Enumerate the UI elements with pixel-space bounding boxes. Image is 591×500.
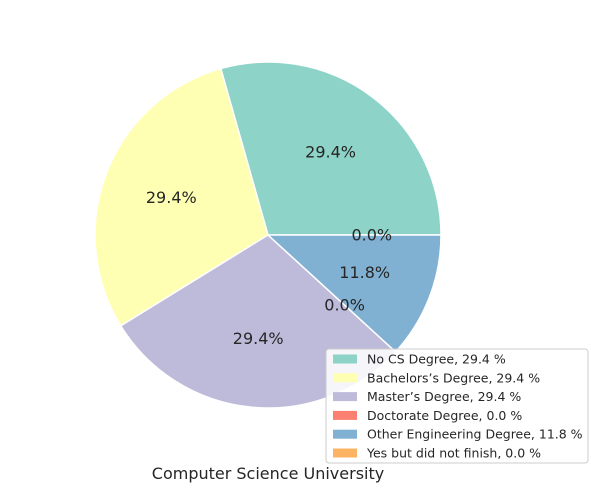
chart-xlabel: Computer Science University — [152, 464, 384, 483]
slice-label-other-engineering-degree: 11.8% — [339, 263, 390, 282]
legend-swatch-other-engineering-degree — [333, 429, 357, 439]
slice-label-yes-but-did-not-finish: 0.0% — [351, 226, 392, 245]
slice-label-bachelors-s-degree: 29.4% — [146, 188, 197, 207]
legend-swatch-bachelors-s-degree — [333, 373, 357, 383]
legend-swatch-doctorate-degree — [333, 410, 357, 420]
legend-swatch-master-s-degree — [333, 392, 357, 402]
legend: No CS Degree, 29.4 % Bachelors’s Degree, … — [325, 348, 589, 464]
legend-label-other-engineering-degree: Other Engineering Degree, 11.8 % — [367, 427, 583, 442]
slice-label-doctorate-degree: 0.0% — [324, 296, 365, 315]
slice-label-master-s-degree: 29.4% — [233, 329, 284, 348]
legend-items: No CS Degree, 29.4 % Bachelors’s Degree, … — [333, 352, 583, 461]
legend-label-bachelors-s-degree: Bachelors’s Degree, 29.4 % — [367, 370, 540, 385]
legend-label-master-s-degree: Master’s Degree, 29.4 % — [367, 389, 521, 404]
legend-frame — [325, 348, 589, 464]
pie-slice-other-engineering-degree — [267, 234, 442, 353]
legend-swatch-no-cs-degree — [333, 354, 357, 364]
legend-label-no-cs-degree: No CS Degree, 29.4 % — [367, 352, 506, 367]
legend-label-yes-but-did-not-finish: Yes but did not finish, 0.0 % — [366, 446, 541, 461]
legend-label-doctorate-degree: Doctorate Degree, 0.0 % — [367, 408, 522, 423]
slice-label-no-cs-degree: 29.4% — [305, 143, 356, 162]
slice-percent-labels: 29.4% 29.4% 29.4% 0.0% 11.8% 0.0% — [146, 143, 392, 348]
pie-slice-no-cs-degree — [220, 61, 442, 236]
legend-swatch-yes-but-did-not-finish — [333, 448, 357, 458]
